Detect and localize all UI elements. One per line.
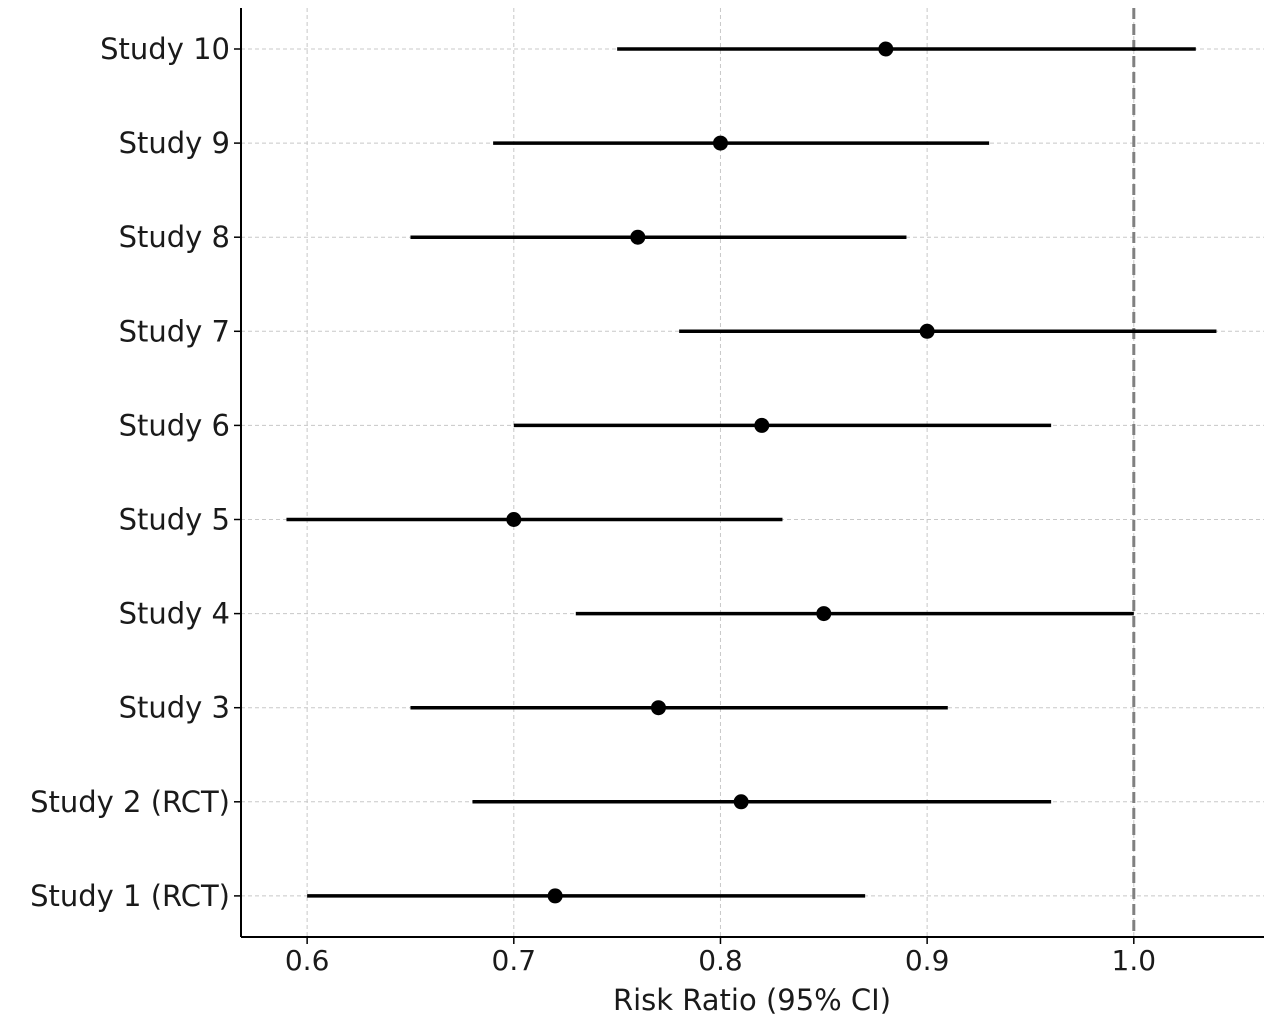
point-estimate bbox=[630, 229, 646, 245]
axes bbox=[240, 8, 1264, 938]
point-estimate bbox=[733, 794, 749, 810]
study-label: Study 9 bbox=[119, 126, 230, 160]
study-label: Study 8 bbox=[119, 220, 230, 254]
x-tick-label: 0.9 bbox=[905, 944, 950, 977]
study-label: Study 2 (RCT) bbox=[30, 785, 230, 819]
study-label: Study 1 (RCT) bbox=[30, 879, 230, 913]
x-tick-label: 0.6 bbox=[285, 944, 330, 977]
point-estimate bbox=[506, 512, 522, 527]
study-label: Study 4 bbox=[119, 597, 230, 631]
point-estimate bbox=[712, 135, 728, 151]
study-label: Study 6 bbox=[119, 408, 230, 442]
point-estimate bbox=[919, 323, 935, 339]
point-estimate bbox=[754, 417, 770, 433]
point-estimate bbox=[878, 41, 894, 57]
x-tick-label: 0.7 bbox=[492, 944, 537, 977]
study-marks bbox=[286, 41, 1217, 904]
study-label: Study 5 bbox=[119, 503, 230, 537]
study-label: Study 7 bbox=[119, 314, 230, 348]
study-label: Study 10 bbox=[100, 32, 230, 66]
x-tick-label: 0.8 bbox=[698, 944, 743, 977]
point-estimate bbox=[547, 888, 563, 904]
point-estimate bbox=[816, 606, 832, 622]
axis-ticks: 0.6 0.7 0.8 0.9 1.0 Study 10 Study 9 Study 8 Stu… bbox=[30, 32, 1156, 977]
x-tick-label: 1.0 bbox=[1112, 944, 1157, 977]
study-label: Study 3 bbox=[119, 691, 230, 725]
x-axis-label: Risk Ratio (95% CI) bbox=[613, 983, 891, 1017]
point-estimate bbox=[650, 700, 666, 716]
